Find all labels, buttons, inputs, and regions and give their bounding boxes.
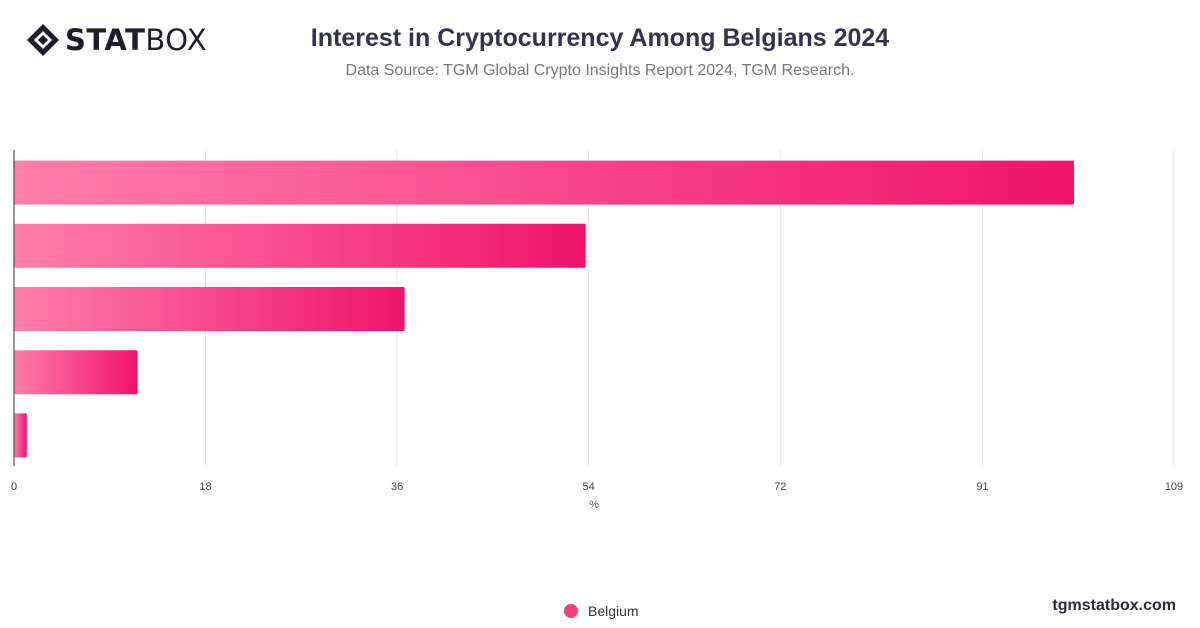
- bar-belgium[interactable]: [14, 223, 586, 268]
- chart-title: Interest in Cryptocurrency Among Belgian…: [310, 24, 890, 52]
- diamond-logo-icon: [27, 24, 59, 56]
- x-tick-label: 109: [1165, 481, 1183, 493]
- logo-text: STATBOX: [65, 22, 207, 58]
- x-tick-label: 0: [11, 481, 17, 493]
- x-tick-label: 91: [976, 481, 988, 493]
- bar-belgium[interactable]: [14, 160, 1074, 205]
- chart-subtitle: Data Source: TGM Global Crypto Insights …: [345, 62, 855, 79]
- x-tick-label: 18: [199, 481, 211, 493]
- x-tick-label: 72: [774, 481, 786, 493]
- legend-marker-icon: [564, 604, 578, 618]
- bar-belgium[interactable]: [14, 350, 138, 395]
- legend-label-belgium: Belgium: [588, 603, 639, 619]
- legend[interactable]: Belgium: [564, 602, 639, 620]
- x-tick-label: 54: [583, 481, 595, 493]
- logo-text-bold: STAT: [65, 23, 146, 57]
- statbox-logo: STATBOX: [26, 22, 207, 58]
- x-axis-label: %: [589, 499, 599, 511]
- footer-website: tgmstatbox.com: [1052, 597, 1176, 614]
- x-tick-label: 36: [391, 481, 403, 493]
- logo-text-light: BOX: [145, 23, 208, 57]
- bar-belgium[interactable]: [14, 413, 27, 458]
- bar-belgium[interactable]: [14, 287, 405, 331]
